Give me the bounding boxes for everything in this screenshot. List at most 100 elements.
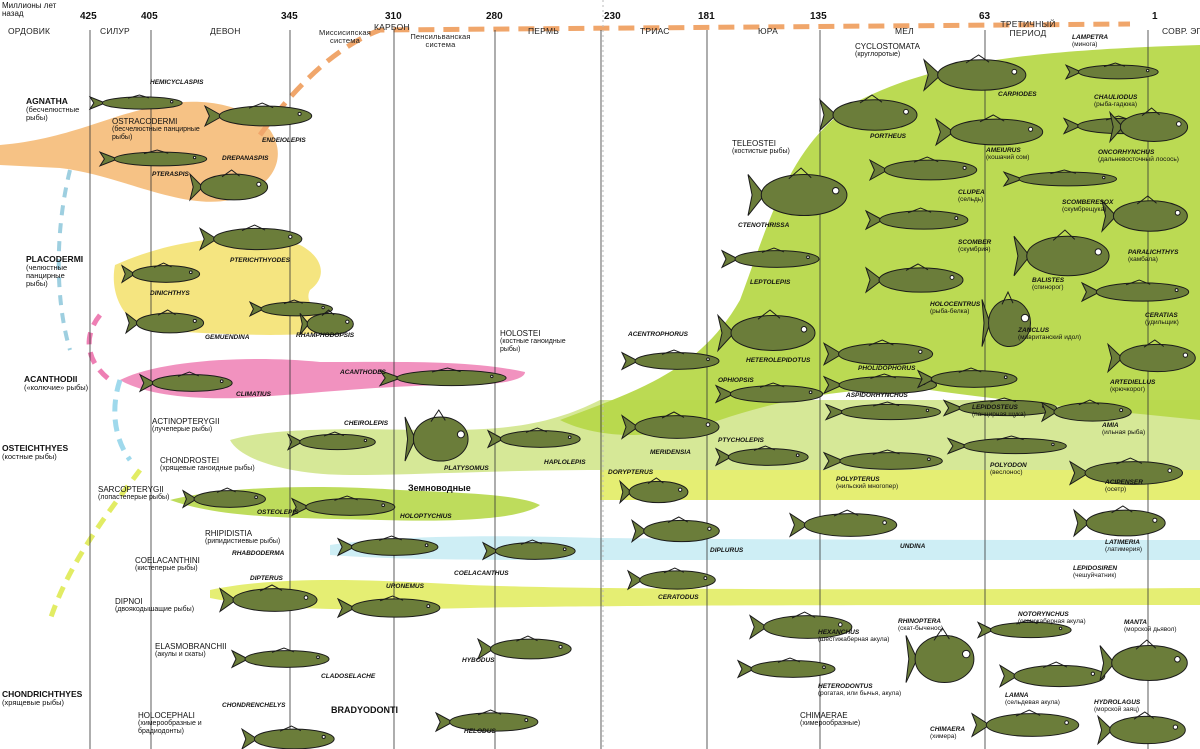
fish-silhouette — [619, 477, 689, 505]
fish-tail — [336, 597, 356, 619]
fish-body — [494, 542, 576, 560]
fish-fin — [1136, 195, 1157, 205]
species-label: SCOMBER (скумбрия) — [958, 239, 992, 254]
fish-eye — [903, 108, 909, 115]
fish-fin — [143, 149, 169, 155]
fish-silhouette — [98, 149, 208, 167]
fish-body — [643, 519, 720, 543]
fish-silhouette — [1002, 169, 1118, 187]
fish-tail — [819, 98, 837, 132]
species-label: LAMPETRA (минога) — [1072, 34, 1109, 49]
species-name: CLADOSELACHE — [321, 673, 376, 680]
fish-silhouette — [981, 290, 1031, 348]
species-label: CARPIODES — [998, 91, 1037, 99]
species-name: AMEIURUS — [986, 147, 1021, 154]
sub-elasmobranchii-name: ELASMOBRANCHII — [155, 642, 227, 651]
fish-fin — [334, 495, 358, 501]
group-chondrichthyes-ru: (хрящевые рыбы) — [2, 697, 65, 707]
fish-fin — [647, 477, 664, 485]
species-name: OSTEOLEPIS — [257, 509, 299, 516]
fish-tail — [946, 437, 969, 455]
species-name: LEPIDOSIREN — [1073, 565, 1118, 572]
period-devon: ДЕВОН — [210, 26, 241, 36]
species-name: HAPLOLEPIS — [544, 459, 586, 466]
fish-tail — [1040, 401, 1058, 423]
fish-fin — [753, 445, 776, 451]
species-ru: (ильная рыба) — [1102, 428, 1146, 436]
fish-tail — [138, 373, 157, 393]
fish-fin — [430, 409, 446, 422]
fish-eye — [192, 155, 197, 160]
species-name: UNDINA — [900, 543, 926, 550]
sub-sarcopterygii: SARCOPTERYGII (лопастеперые рыбы) — [98, 485, 169, 502]
fish-body — [1085, 509, 1166, 537]
fish-fin — [1050, 169, 1077, 175]
time-gridlines — [89, 30, 1149, 749]
fish-tail — [198, 227, 218, 251]
species-name: SCOMBER — [958, 239, 992, 246]
group-agnatha-ru: (бесчелюстные рыбы) — [26, 104, 80, 122]
species-name: AMIA — [1102, 422, 1119, 429]
fish-silhouette — [1080, 279, 1190, 303]
fish-eye — [838, 622, 843, 627]
sub-dipnoi-ru: (двоякодышащие рыбы) — [115, 606, 195, 614]
fish-silhouette — [198, 224, 303, 251]
fish-fin — [525, 427, 548, 433]
sub-holocephali-name: HOLOCEPHALI — [138, 711, 195, 720]
fish-body — [199, 173, 269, 201]
fish-eye — [1174, 288, 1179, 293]
species-label: PARALICHTHYS (камбала) — [1128, 249, 1178, 264]
fish-silhouette — [868, 156, 978, 182]
fish-body — [351, 598, 441, 618]
species-label: PTYCHOLEPIS — [718, 437, 764, 445]
fish-body — [832, 99, 918, 131]
fish-tail — [621, 414, 639, 440]
fish-silhouette — [240, 725, 335, 749]
species-ru: (дальневосточный лосось) — [1098, 155, 1179, 163]
fish-fin — [216, 487, 236, 493]
fish-silhouette — [748, 611, 853, 640]
species-name: DREPANASPIS — [222, 155, 269, 162]
species-name: MANTA — [1124, 619, 1147, 626]
sub-chondrostei-name: CHONDROSTEI — [160, 456, 220, 465]
fish-fin — [859, 94, 883, 104]
species-name: HETEROLEPIDOTUS — [746, 357, 811, 364]
actinopterygii-band — [230, 400, 1200, 475]
period-mel: МЕЛ — [895, 26, 914, 36]
fish-fin — [1016, 619, 1038, 625]
species-label: RHAMPHODOPSIS — [296, 332, 354, 340]
fish-eye — [831, 186, 840, 195]
fish-silhouette — [1109, 107, 1189, 144]
species-name: CLIMATIUS — [236, 391, 271, 398]
species-ru: (скумбрещука) — [1062, 205, 1107, 213]
fish-tail — [970, 712, 991, 738]
species-ru: (семижаберная акула) — [1018, 617, 1086, 625]
fish-tail — [714, 447, 733, 467]
fish-eye — [1028, 126, 1034, 132]
fish-tail — [747, 174, 765, 216]
fish-fin — [379, 535, 403, 541]
fish-eye — [806, 255, 810, 260]
fish-silhouette — [976, 619, 1072, 639]
fish-eye — [1094, 248, 1102, 256]
sub-chimaerae-name: CHIMAERAE — [800, 711, 848, 720]
fish-body — [760, 173, 848, 217]
fish-fin — [791, 611, 816, 619]
fish-tail — [824, 403, 847, 421]
fish-body — [1026, 235, 1110, 277]
fish-fin — [248, 102, 274, 109]
species-name: LATIMERIA — [1105, 539, 1140, 546]
fish-body — [499, 430, 581, 448]
fish-eye — [1174, 209, 1181, 216]
species-ru: (шестижаберная акула) — [818, 635, 890, 643]
species-label: HOLOPTYCHIUS — [400, 513, 452, 521]
fish-tail — [981, 299, 991, 347]
fish-silhouette — [865, 263, 964, 294]
fish-silhouette — [626, 567, 716, 591]
fish-body — [306, 312, 354, 336]
fish-body — [628, 480, 689, 504]
fish-body — [350, 538, 439, 556]
species-name: LAMPETRA — [1072, 34, 1109, 41]
fish-tail — [1073, 508, 1090, 538]
fish-silhouette — [88, 94, 183, 111]
